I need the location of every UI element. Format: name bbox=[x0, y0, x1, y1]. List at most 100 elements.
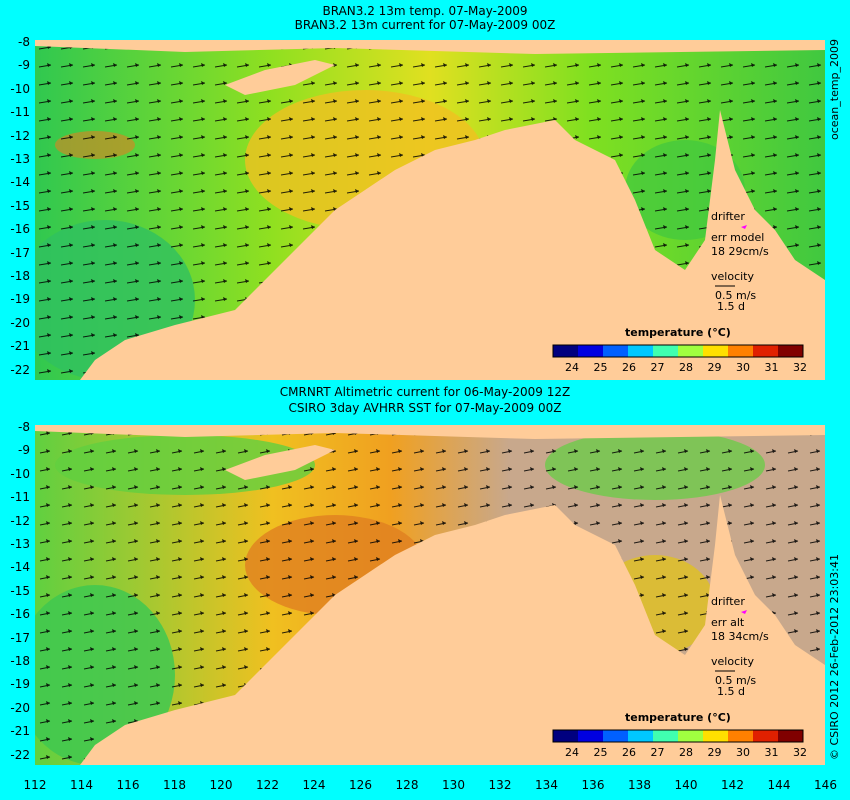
lon-label: 142 bbox=[721, 778, 744, 792]
colorbar-tick-label: 25 bbox=[594, 746, 608, 759]
lon-label: 144 bbox=[767, 778, 791, 792]
lon-label: 112 bbox=[23, 778, 47, 792]
top-err-label: err model bbox=[711, 231, 764, 244]
bottom-velocity-time: 1.5 d bbox=[717, 685, 745, 698]
colorbar-tick-label: 24 bbox=[565, 746, 579, 759]
colorbar-tick-label: 26 bbox=[622, 361, 636, 374]
top-lat-label: -12 bbox=[10, 128, 30, 143]
colorbar-swatch bbox=[753, 730, 779, 742]
bottom-lat-label: -11 bbox=[10, 490, 30, 505]
colorbar-swatch bbox=[628, 345, 654, 357]
top-drifter-label: drifter bbox=[711, 210, 745, 223]
bottom-lat-label: -10 bbox=[10, 466, 30, 481]
colorbar-swatch bbox=[678, 730, 704, 742]
colorbar-tick-label: 29 bbox=[708, 746, 722, 759]
colorbar-swatch bbox=[778, 345, 804, 357]
bottom-err-label: err alt bbox=[711, 616, 745, 629]
top-north-islands bbox=[35, 40, 825, 54]
lon-label: 128 bbox=[395, 778, 419, 792]
top-lat-label: -10 bbox=[10, 81, 30, 96]
colorbar-swatch bbox=[728, 345, 754, 357]
top-australia-land bbox=[80, 110, 825, 380]
bottom-side-label: © CSIRO 2012 26-Feb-2012 23:03:41 bbox=[828, 554, 841, 760]
top-lat-label: -17 bbox=[10, 245, 30, 260]
top-drifter-arrow bbox=[741, 225, 747, 229]
colorbar-swatch bbox=[728, 730, 754, 742]
bottom-lat-label: -12 bbox=[10, 513, 30, 528]
colorbar-swatch bbox=[703, 345, 729, 357]
bottom-drifter-label: drifter bbox=[711, 595, 745, 608]
bottom-lat-label: -22 bbox=[10, 747, 30, 762]
bottom-title-line2: CSIRO 3day AVHRR SST for 07-May-2009 00Z bbox=[288, 401, 562, 415]
bottom-australia-land bbox=[80, 495, 825, 765]
colorbar-tick-label: 27 bbox=[651, 746, 665, 759]
bottom-lat-label: -8 bbox=[18, 420, 30, 434]
top-title-line1: BRAN3.2 13m temp. 07-May-2009 bbox=[322, 4, 528, 18]
lon-label: 136 bbox=[581, 778, 605, 792]
lon-label: 114 bbox=[70, 778, 93, 792]
lon-label: 130 bbox=[442, 778, 465, 792]
bottom-velocity-scale: 0.5 m/s bbox=[715, 674, 756, 687]
bottom-drifter-arrow bbox=[741, 610, 747, 614]
lon-label: 126 bbox=[349, 778, 372, 792]
top-lat-label: -14 bbox=[10, 175, 30, 190]
colorbar-swatch bbox=[653, 730, 679, 742]
colorbar-swatch bbox=[578, 730, 604, 742]
colorbar-swatch bbox=[753, 345, 779, 357]
top-lat-label: -21 bbox=[10, 339, 30, 354]
lon-label: 140 bbox=[674, 778, 698, 792]
top-velocity-time: 1.5 d bbox=[717, 300, 745, 313]
colorbar-tick-label: 30 bbox=[736, 746, 750, 759]
colorbar-swatch bbox=[553, 730, 579, 742]
colorbar-tick-label: 27 bbox=[651, 361, 665, 374]
lon-label: 146 bbox=[814, 778, 837, 792]
lon-label: 116 bbox=[116, 778, 140, 792]
bottom-timor-island bbox=[225, 445, 335, 480]
colorbar-tick-label: 29 bbox=[708, 361, 722, 374]
top-lat-label: -19 bbox=[10, 292, 30, 307]
colorbar-tick-label: 31 bbox=[765, 361, 779, 374]
colorbar-tick-label: 32 bbox=[793, 361, 807, 374]
top-lat-label: -9 bbox=[18, 58, 30, 73]
top-lat-label: -18 bbox=[10, 269, 30, 283]
bottom-lat-label: -15 bbox=[10, 583, 30, 598]
bottom-lat-label: -14 bbox=[10, 560, 30, 575]
bottom-key: drifter err alt 18 34cm/s velocity 0.5 m… bbox=[711, 595, 769, 698]
lon-label: 134 bbox=[535, 778, 558, 792]
bottom-title-line1: CMRNRT Altimetric current for 06-May-200… bbox=[279, 385, 571, 399]
bottom-legend: temperature (°C) 24 25 26 27 28 29 30 31 32 bbox=[552, 711, 807, 759]
bottom-legend-title: temperature (°C) bbox=[625, 711, 731, 724]
lon-label: 118 bbox=[163, 778, 186, 792]
top-side-label: ocean_temp_2009 bbox=[828, 38, 841, 140]
top-map-panel: temperature (°C) 24 25 26 27 28 29 30 31 32 drif… bbox=[35, 40, 825, 380]
colorbar-tick-label: 25 bbox=[594, 361, 608, 374]
colorbar-swatch bbox=[578, 345, 604, 357]
colorbar-swatch bbox=[678, 345, 704, 357]
lon-label: 124 bbox=[302, 778, 326, 792]
bottom-velocity-label: velocity bbox=[711, 655, 754, 668]
colorbar-tick-label: 26 bbox=[622, 746, 636, 759]
colorbar-swatch bbox=[703, 730, 729, 742]
colorbar-swatch bbox=[628, 730, 654, 742]
lon-label: 132 bbox=[488, 778, 512, 792]
colorbar-tick-label: 32 bbox=[793, 746, 807, 759]
bottom-lat-label: -16 bbox=[10, 607, 30, 622]
colorbar-border bbox=[552, 729, 804, 743]
colorbar-swatch bbox=[778, 730, 804, 742]
colorbar-border bbox=[552, 344, 804, 358]
top-lat-label: -11 bbox=[10, 105, 30, 120]
top-lat-label: -22 bbox=[10, 362, 30, 377]
top-lat-label: -15 bbox=[10, 198, 30, 213]
lon-label: 122 bbox=[256, 778, 279, 792]
colorbar-swatch bbox=[603, 345, 629, 357]
top-lat-label: -13 bbox=[10, 152, 30, 166]
top-err-value: 18 29cm/s bbox=[711, 245, 769, 258]
bottom-lat-label: -9 bbox=[18, 443, 30, 458]
colorbar-tick-label: 30 bbox=[736, 361, 750, 374]
top-key: drifter err model 18 29cm/s velocity 0.5… bbox=[711, 210, 769, 313]
lon-label: 120 bbox=[209, 778, 233, 792]
top-lat-label: -16 bbox=[10, 222, 30, 237]
colorbar-tick-label: 24 bbox=[565, 361, 579, 374]
top-lat-label: -20 bbox=[10, 315, 30, 330]
top-velocity-scale: 0.5 m/s bbox=[715, 289, 756, 302]
